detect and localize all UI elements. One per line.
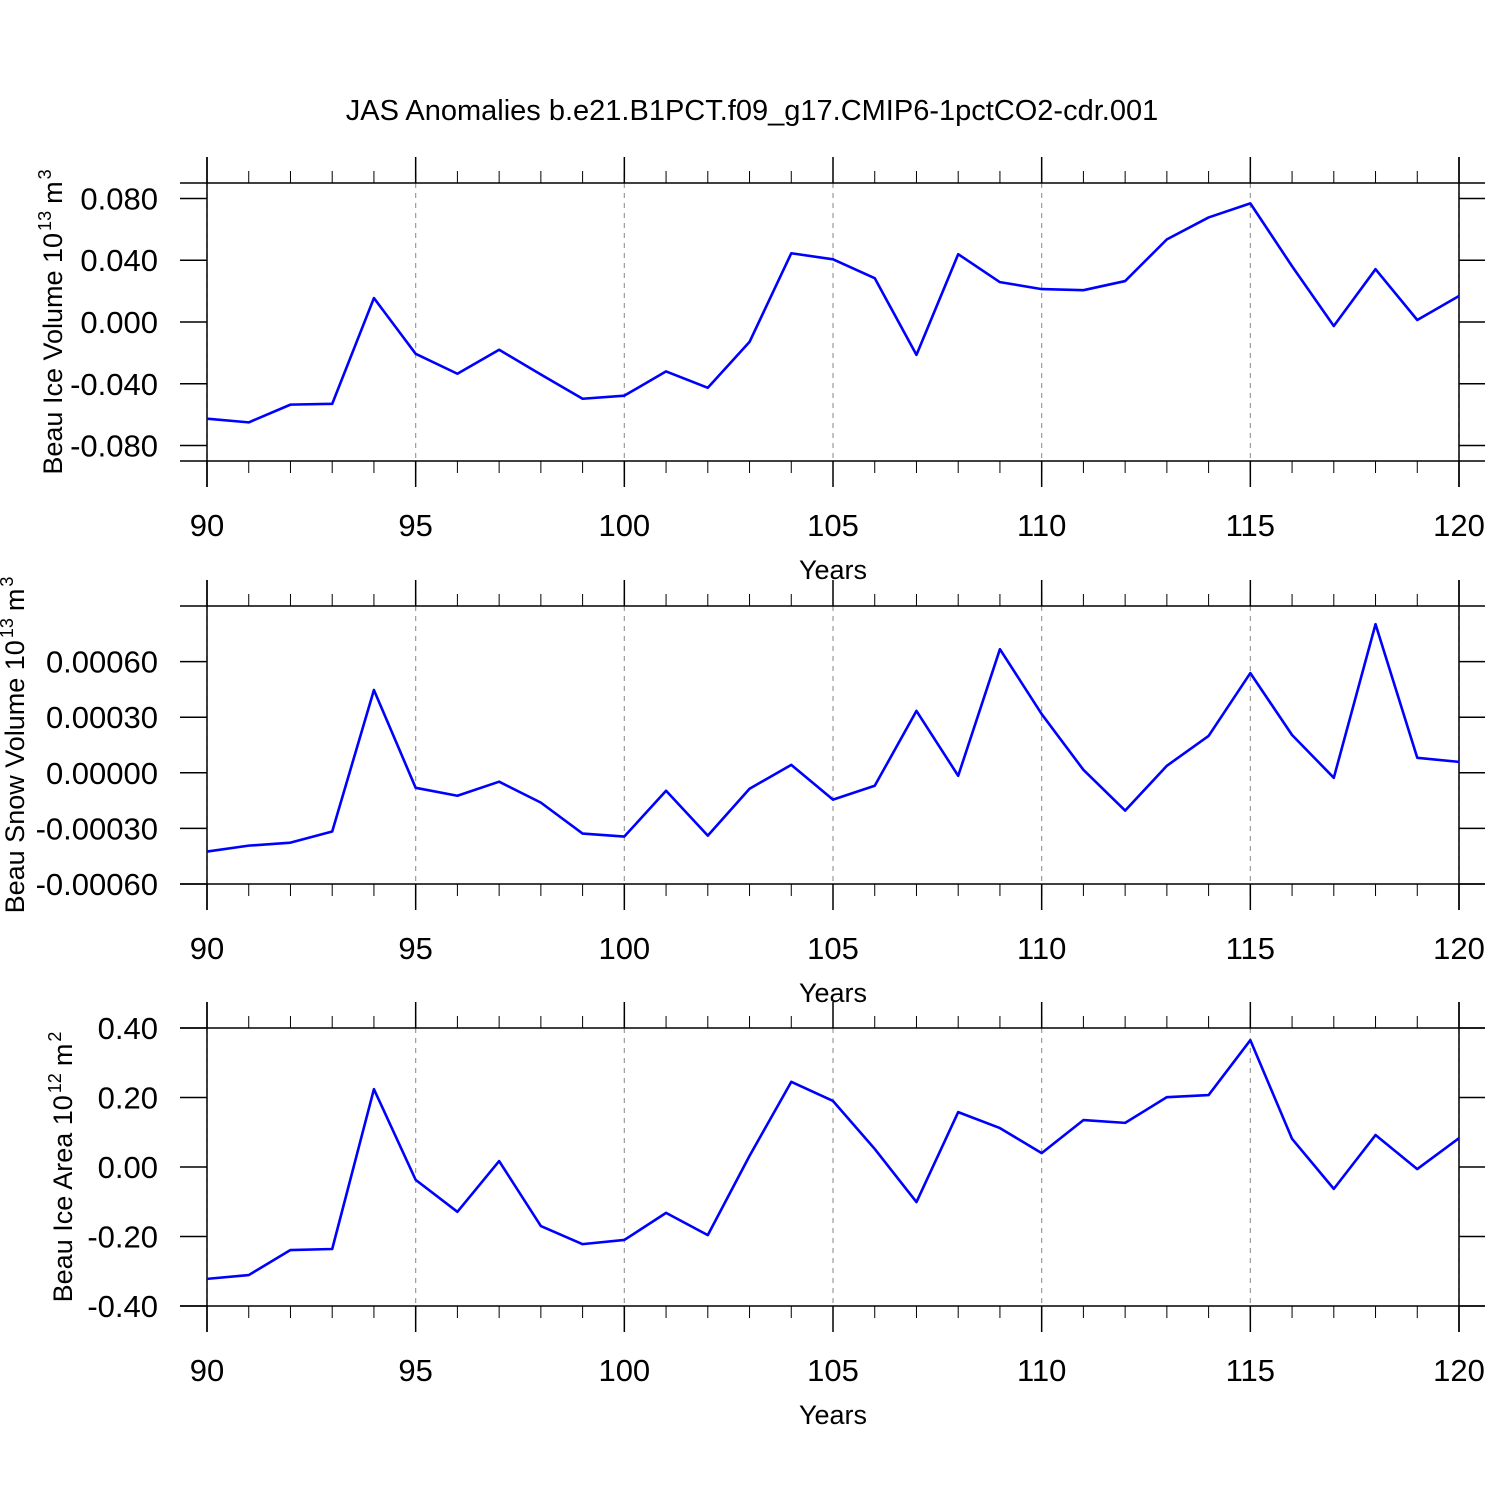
y-tick-label: 0.00: [98, 1150, 158, 1185]
y-axis-label-exponent: 13: [35, 211, 55, 231]
x-axis-label: Years: [799, 1400, 867, 1430]
y-tick-label: 0.00000: [46, 756, 158, 791]
y-axis-label-part: m: [0, 589, 30, 612]
x-tick-label: 105: [807, 1353, 859, 1388]
y-axis-label-part: Beau Snow Volume 10: [0, 640, 30, 913]
y-axis-label: Beau Ice Volume 1013 m 3: [35, 169, 68, 474]
x-tick-label: 120: [1433, 508, 1485, 543]
x-tick-label: 100: [598, 508, 650, 543]
y-axis-label-part: Beau Ice Volume 10: [38, 233, 68, 475]
y-tick-label: -0.040: [70, 367, 158, 402]
x-tick-label: 95: [398, 1353, 432, 1388]
y-tick-label: -0.00060: [36, 867, 158, 902]
x-tick-label: 95: [398, 931, 432, 966]
y-axis-label-exponent: 3: [0, 577, 17, 587]
x-tick-label: 100: [598, 931, 650, 966]
y-tick-label: 0.00030: [46, 700, 158, 735]
y-axis-label-part: m: [48, 1044, 78, 1067]
x-tick-label: 95: [398, 508, 432, 543]
x-tick-label: 115: [1226, 1353, 1275, 1388]
y-tick-label: 0.20: [98, 1081, 158, 1116]
x-tick-label: 120: [1433, 1353, 1485, 1388]
y-tick-label: 0.000: [80, 305, 158, 340]
x-tick-label: 115: [1226, 931, 1275, 966]
x-tick-label: 115: [1226, 508, 1275, 543]
data-line: [206, 622, 1460, 853]
y-axis-label-exponent: 3: [35, 169, 55, 179]
y-tick-label: 0.40: [98, 1011, 158, 1046]
x-tick-label: 105: [807, 931, 859, 966]
y-axis-label-part: m: [38, 181, 68, 204]
y-axis-label-part: Beau Ice Area 10: [48, 1095, 78, 1302]
x-tick-label: 90: [190, 931, 224, 966]
x-tick-label: 120: [1433, 931, 1485, 966]
y-tick-label: 0.080: [80, 181, 158, 216]
x-tick-label: 110: [1017, 1353, 1066, 1388]
y-axis-label-exponent: 2: [45, 1032, 65, 1042]
x-tick-label: 110: [1017, 931, 1066, 966]
y-tick-label: -0.080: [70, 429, 158, 464]
chart-title: JAS Anomalies b.e21.B1PCT.f09_g17.CMIP6-…: [346, 95, 1158, 127]
x-tick-label: 110: [1017, 508, 1066, 543]
y-axis-label-exponent: 12: [45, 1073, 65, 1093]
y-tick-label: 0.040: [80, 243, 158, 278]
data-line: [206, 1038, 1460, 1281]
data-line: [206, 202, 1460, 424]
y-axis-label-exponent: 13: [0, 618, 17, 638]
y-tick-label: 0.00060: [46, 645, 158, 680]
x-tick-label: 90: [190, 1353, 224, 1388]
x-tick-label: 90: [190, 508, 224, 543]
y-axis-label: Beau Ice Area 1012 m 2: [45, 1032, 78, 1303]
y-tick-label: -0.00030: [36, 811, 158, 846]
x-tick-label: 105: [807, 508, 859, 543]
x-tick-label: 100: [598, 1353, 650, 1388]
y-tick-label: -0.20: [87, 1220, 158, 1255]
y-tick-label: -0.40: [87, 1289, 158, 1324]
y-axis-label: Beau Snow Volume 1013 m 3: [0, 577, 30, 914]
